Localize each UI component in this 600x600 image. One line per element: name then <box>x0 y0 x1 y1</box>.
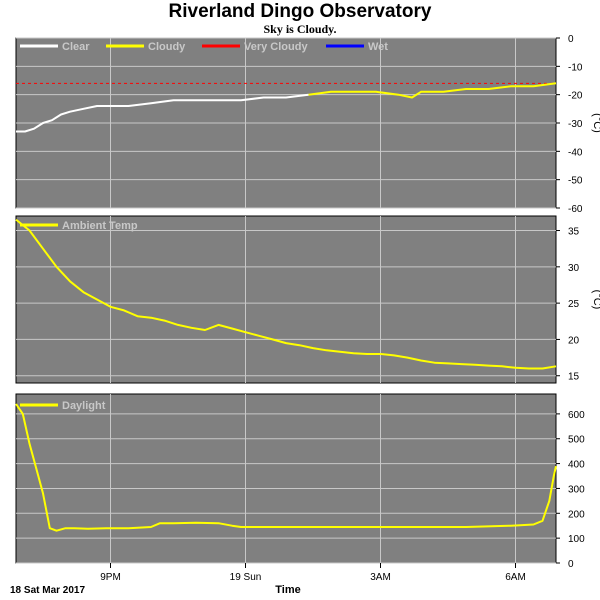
y-tick-label: -30 <box>568 119 583 130</box>
legend-label: Cloudy <box>148 41 186 53</box>
y-tick-label: 15 <box>568 372 580 383</box>
x-tick-label: 9PM <box>100 572 121 583</box>
x-tick-label: 19 Sun <box>230 572 262 583</box>
series-line-daylight <box>15 403 557 532</box>
y-tick-label: 20 <box>568 335 580 346</box>
page-title: Riverland Dingo Observatory <box>168 1 432 22</box>
y-tick-label: 400 <box>568 460 585 471</box>
x-axis-start-label: 18 Sat Mar 2017 <box>10 585 85 596</box>
y-tick-label: -40 <box>568 147 583 158</box>
y-tick-label: -20 <box>568 91 583 102</box>
x-axis-title: Time <box>275 584 300 596</box>
y-tick-label: 600 <box>568 410 585 421</box>
legend-label: Very Cloudy <box>244 41 308 53</box>
y-tick-label: 500 <box>568 435 585 446</box>
series-line-ambient-temp <box>15 218 557 370</box>
y-tick-label: -60 <box>568 204 583 215</box>
y-tick-label: 30 <box>568 263 580 274</box>
plot-area-daylight <box>15 393 557 564</box>
y-tick-label: -50 <box>568 176 583 187</box>
legend-label: Clear <box>62 41 90 53</box>
series-line-clear <box>16 93 309 133</box>
x-tick-label: 3AM <box>370 572 391 583</box>
legend-label: Ambient Temp <box>62 220 138 232</box>
y-axis-unit-label: (°C) <box>591 113 600 133</box>
x-tick-label: 6AM <box>505 572 526 583</box>
plot-area-ambient <box>15 215 557 384</box>
page-subtitle: Sky is Cloudy. <box>263 22 337 36</box>
y-tick-label: 0 <box>568 34 574 45</box>
y-tick-label: 35 <box>568 227 580 238</box>
legend-label: Wet <box>368 41 388 53</box>
y-tick-label: 25 <box>568 299 580 310</box>
y-tick-label: 200 <box>568 509 585 520</box>
y-axis-unit-label: (°C) <box>591 290 600 310</box>
y-tick-label: 100 <box>568 534 585 545</box>
y-tick-label: -10 <box>568 62 583 73</box>
legend-label: Daylight <box>62 400 106 412</box>
series-line-cloudy <box>308 82 557 99</box>
y-tick-label: 0 <box>568 559 574 570</box>
y-tick-label: 300 <box>568 484 585 495</box>
